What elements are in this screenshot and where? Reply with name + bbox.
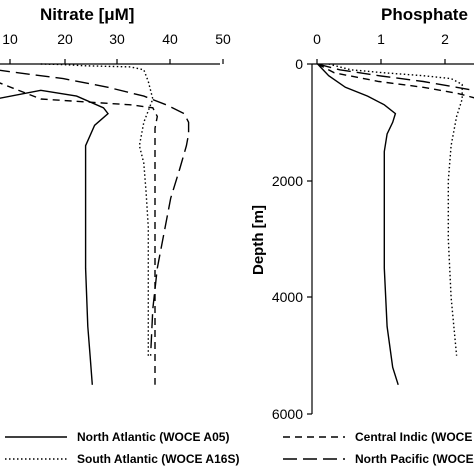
x-tick-label: 40: [162, 31, 178, 47]
series-line-longdash: [317, 63, 474, 92]
panel-title: Phosphate: [381, 5, 468, 24]
x-tick-label: 50: [215, 31, 231, 47]
legend-label: South Atlantic (WOCE A16S): [77, 452, 239, 466]
x-tick-label: 30: [109, 31, 125, 47]
x-tick-label: 20: [57, 31, 73, 47]
y-axis-label: Depth [m]: [250, 205, 267, 275]
y-tick-label: 2000: [272, 173, 303, 189]
phosphate-panel: Phosphate 0 1 2 0 2000 4000 6000 Depth [m]: [250, 5, 474, 422]
panel-title: Nitrate [μM]: [40, 5, 134, 24]
x-tick-label: 0: [313, 31, 321, 47]
y-tick-label: 0: [295, 56, 303, 72]
x-tick-label: 2: [441, 31, 449, 47]
x-tick-label: 10: [2, 31, 18, 47]
y-tick-label: 6000: [272, 406, 303, 422]
legend-label: North Pacific (WOCE: [355, 452, 474, 466]
y-tick-label: 4000: [272, 289, 303, 305]
series-line-dashed: [0, 82, 159, 385]
series-line-solid: [317, 63, 399, 386]
legend-label: Central Indic (WOCE: [355, 430, 472, 444]
legend: North Atlantic (WOCE A05) South Atlantic …: [5, 430, 474, 466]
x-tick-label: 1: [377, 31, 385, 47]
nitrate-panel: Nitrate [μM] 10 20 30 40 50: [0, 5, 231, 385]
series-line-dashed: [317, 63, 474, 99]
series-line-solid: [0, 89, 109, 385]
series-line-longdash: [0, 69, 190, 356]
legend-label: North Atlantic (WOCE A05): [77, 430, 229, 444]
series-line-dotted: [328, 63, 463, 356]
series-line-dotted: [40, 63, 154, 356]
